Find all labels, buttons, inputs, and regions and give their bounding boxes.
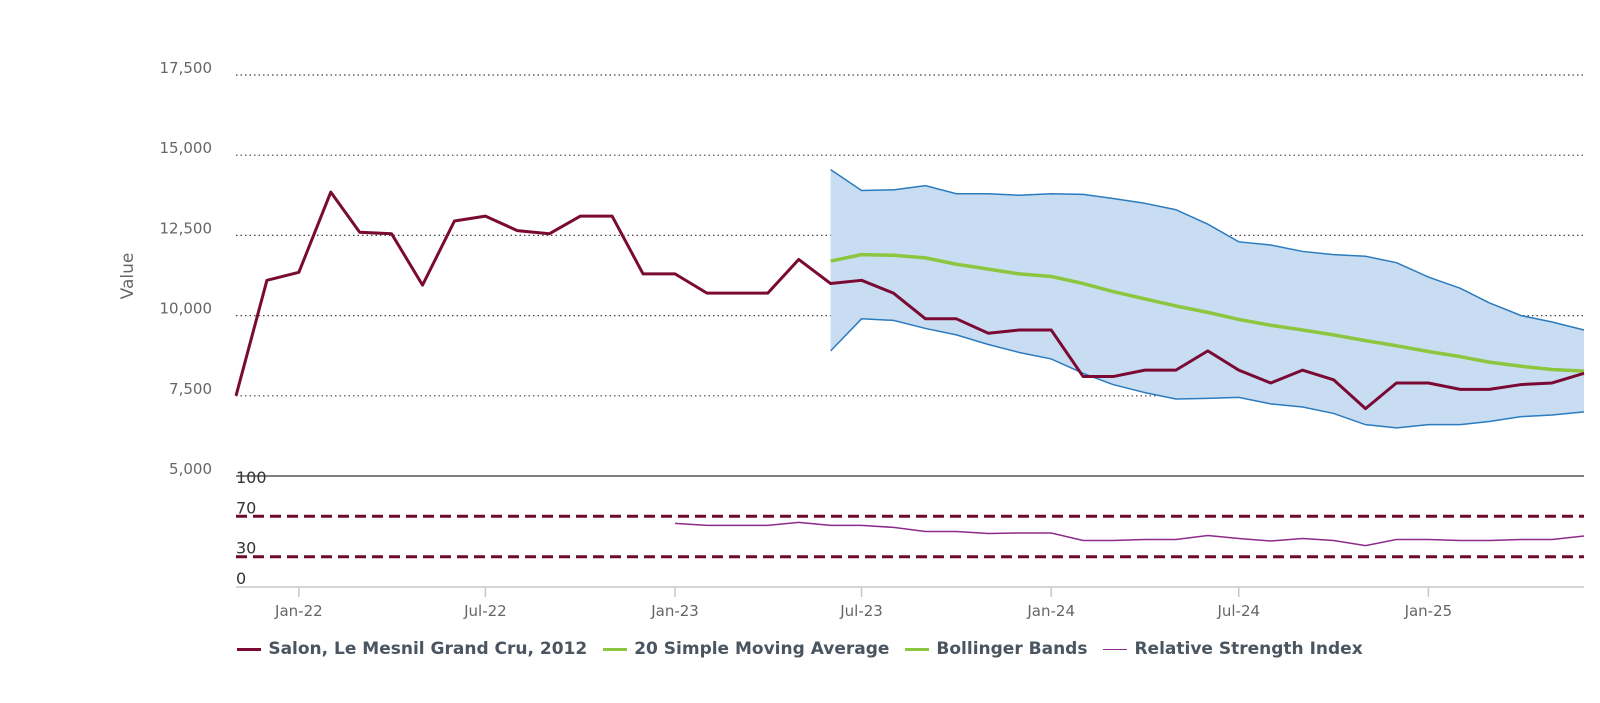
y-tick-label: 17,500 xyxy=(160,59,213,77)
bollinger-band-area xyxy=(830,169,1584,428)
rsi-tick-label: 100 xyxy=(236,468,267,487)
legend-label: Bollinger Bands xyxy=(936,639,1088,659)
sma-line xyxy=(830,252,1585,373)
rsi-tick-label: 30 xyxy=(236,539,256,558)
rsi-line xyxy=(674,521,1585,547)
legend-swatch xyxy=(1103,648,1128,650)
x-tick-label: Jul-23 xyxy=(839,602,883,620)
y-tick-label: 7,500 xyxy=(169,380,212,398)
y-tick-label: 15,000 xyxy=(160,139,213,157)
legend-item[interactable]: Salon, Le Mesnil Grand Cru, 2012 xyxy=(237,639,587,659)
legend-label: 20 Simple Moving Average xyxy=(634,639,890,659)
axis-layer: 5,000 7,500 10,000 12,500 15,000 17,500 Jan-22… xyxy=(160,59,1584,620)
legend-label: Salon, Le Mesnil Grand Cru, 2012 xyxy=(268,639,588,659)
legend-item[interactable]: Bollinger Bands xyxy=(905,639,1087,659)
x-tick-label: Jan-25 xyxy=(1404,602,1453,620)
legend-item[interactable]: 20 Simple Moving Average xyxy=(603,639,889,659)
legend: Salon, Le Mesnil Grand Cru, 2012 20 Simpl… xyxy=(0,634,1600,664)
price-line xyxy=(234,190,1585,411)
legend-label: Relative Strength Index xyxy=(1134,639,1363,659)
x-tick-label: Jan-22 xyxy=(274,602,323,620)
y-tick-label: 5,000 xyxy=(169,460,212,478)
legend-item[interactable]: Relative Strength Index xyxy=(1103,639,1363,659)
bollinger-upper-line xyxy=(830,169,1585,331)
y-axis-title: Value xyxy=(118,253,138,300)
rsi-tick-label: 0 xyxy=(236,569,246,588)
series-layer xyxy=(234,190,1585,411)
rsi-tick-label: 70 xyxy=(236,498,256,517)
rsi-panel: 100 70 30 0 xyxy=(236,468,1585,588)
x-tick-label: Jul-24 xyxy=(1216,602,1260,620)
x-tick-label: Jul-22 xyxy=(463,602,507,620)
bollinger-band-layer xyxy=(830,169,1585,429)
y-tick-label: 12,500 xyxy=(160,219,213,237)
legend-swatch xyxy=(603,647,628,651)
x-tick-label: Jan-24 xyxy=(1026,602,1075,620)
y-tick-label: 10,000 xyxy=(160,300,213,318)
bollinger-lower-line xyxy=(830,318,1585,429)
legend-swatch xyxy=(237,647,262,651)
legend-swatch xyxy=(905,647,930,651)
x-tick-label: Jan-23 xyxy=(650,602,699,620)
chart: 100 70 30 0 5,000 7,500 10,000 12,500 15,000 17,… xyxy=(118,59,1585,620)
